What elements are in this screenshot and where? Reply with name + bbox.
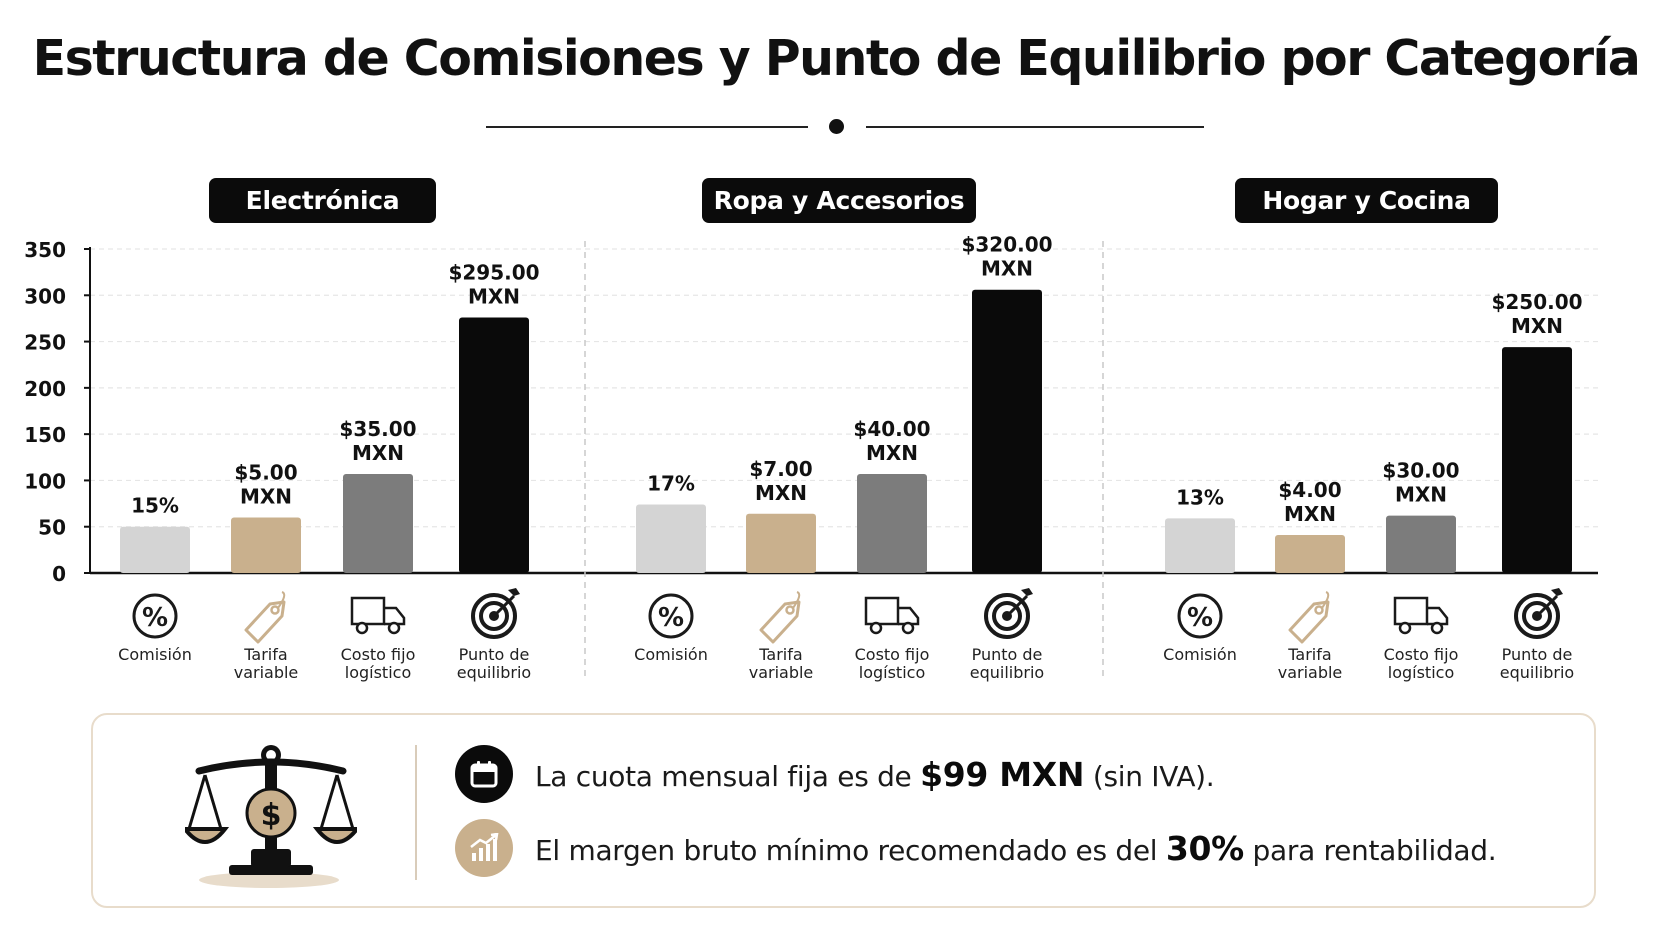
bar <box>120 526 190 573</box>
bar-data-label: $295.00 <box>448 261 539 285</box>
percent-circle-icon: % <box>648 593 694 639</box>
y-tick-label: 200 <box>24 377 66 401</box>
delivery-truck-icon <box>864 596 920 635</box>
x-category-label: Comisión <box>118 645 192 664</box>
bar-data-label: MXN <box>240 484 292 508</box>
title-divider-right <box>866 126 1204 128</box>
bar <box>1502 347 1572 573</box>
category-header-electronica: Electrónica <box>209 178 436 223</box>
category-header-ropa: Ropa y Accesorios <box>702 178 976 223</box>
bar-data-label: MXN <box>1284 502 1336 526</box>
y-tick-label: 100 <box>24 469 66 493</box>
bar <box>343 473 413 573</box>
x-category-label: Comisión <box>634 645 708 664</box>
bar-data-label: $7.00 <box>749 457 812 481</box>
bar-data-label: 13% <box>1176 485 1224 509</box>
x-category-label: variable <box>1278 663 1343 682</box>
svg-text:%: % <box>658 603 684 633</box>
info-text-gross-margin: El margen bruto mínimo recomendado es de… <box>535 828 1497 868</box>
y-tick-label: 300 <box>24 284 66 308</box>
y-tick-label: 350 <box>24 238 66 262</box>
bar-data-label: MXN <box>981 257 1033 281</box>
target-arrow-icon <box>1514 588 1563 639</box>
bar-data-label: $30.00 <box>1382 459 1459 483</box>
bar-data-label: $4.00 <box>1278 478 1341 502</box>
bar <box>636 504 706 573</box>
y-tick-label: 250 <box>24 331 66 355</box>
x-category-label: Punto de <box>459 645 530 664</box>
bar-data-label: 17% <box>647 471 695 495</box>
x-category-label: Punto de <box>972 645 1043 664</box>
x-category-label: Punto de <box>1502 645 1573 664</box>
x-category-label: Tarifa <box>243 645 287 664</box>
panel-separator <box>415 745 417 880</box>
bar <box>746 513 816 573</box>
bar-data-label: $250.00 <box>1491 290 1582 314</box>
bar-data-label: $40.00 <box>853 417 930 441</box>
page-title: Estructura de Comisiones y Punto de Equi… <box>32 30 1641 87</box>
x-category-label: variable <box>749 663 814 682</box>
price-tag-icon <box>759 591 801 644</box>
bar-data-label: MXN <box>1511 314 1563 338</box>
price-tag-icon <box>244 591 286 644</box>
x-category-label: Costo fijo <box>341 645 416 664</box>
x-category-label: equilibrio <box>457 663 531 682</box>
bar <box>231 517 301 573</box>
balance-scale-dollar-icon: $ <box>180 737 362 893</box>
calendar-icon <box>455 745 513 803</box>
delivery-truck-icon <box>1393 596 1449 635</box>
bar <box>459 317 529 573</box>
bar-data-label: $5.00 <box>234 460 297 484</box>
growth-chart-icon <box>455 819 513 877</box>
svg-text:%: % <box>1187 603 1213 633</box>
target-arrow-icon <box>984 588 1033 639</box>
percent-circle-icon: % <box>1177 593 1223 639</box>
bar-data-label: $320.00 <box>961 233 1052 257</box>
target-arrow-icon <box>471 588 520 639</box>
svg-text:$: $ <box>261 798 282 833</box>
info-row-gross-margin: El margen bruto mínimo recomendado es de… <box>455 819 1497 877</box>
y-tick-label: 150 <box>24 423 66 447</box>
bar-data-label: MXN <box>352 441 404 465</box>
info-row-monthly-fee: La cuota mensual fija es de $99 MXN (sin… <box>455 745 1215 803</box>
bar <box>1165 518 1235 573</box>
y-tick-label: 0 <box>52 562 66 586</box>
bar-data-label: MXN <box>468 285 520 309</box>
percent-circle-icon: % <box>132 593 178 639</box>
bar-data-label: $35.00 <box>339 417 416 441</box>
y-tick-label: 50 <box>38 516 66 540</box>
title-divider-left <box>486 126 808 128</box>
bar-data-label: MXN <box>866 441 918 465</box>
x-category-label: Costo fijo <box>1384 645 1459 664</box>
bar <box>972 289 1042 573</box>
price-tag-icon <box>1288 591 1330 644</box>
delivery-truck-icon <box>350 596 406 635</box>
info-text-monthly-fee: La cuota mensual fija es de $99 MXN (sin… <box>535 754 1215 794</box>
x-category-label: logístico <box>859 663 925 682</box>
bar <box>1386 515 1456 573</box>
bar-data-label: MXN <box>1395 483 1447 507</box>
svg-text:%: % <box>142 603 168 633</box>
x-category-label: logístico <box>345 663 411 682</box>
bar-chart: 05010015020025030035015%%Comisión$5.00MX… <box>24 233 1598 682</box>
x-category-label: equilibrio <box>1500 663 1574 682</box>
category-header-hogar: Hogar y Cocina <box>1235 178 1498 223</box>
x-category-label: Tarifa <box>758 645 802 664</box>
bar <box>1275 535 1345 573</box>
x-category-label: variable <box>234 663 299 682</box>
x-category-label: Comisión <box>1163 645 1237 664</box>
bar <box>857 473 927 573</box>
x-category-label: logístico <box>1388 663 1454 682</box>
bar-data-label: 15% <box>131 494 179 518</box>
title-divider-dot <box>829 119 844 134</box>
x-category-label: Costo fijo <box>855 645 930 664</box>
x-category-label: Tarifa <box>1287 645 1331 664</box>
bar-data-label: MXN <box>755 481 807 505</box>
x-category-label: equilibrio <box>970 663 1044 682</box>
info-panel: $ La cuota mensual fija es de $99 MXN (s… <box>91 713 1596 908</box>
